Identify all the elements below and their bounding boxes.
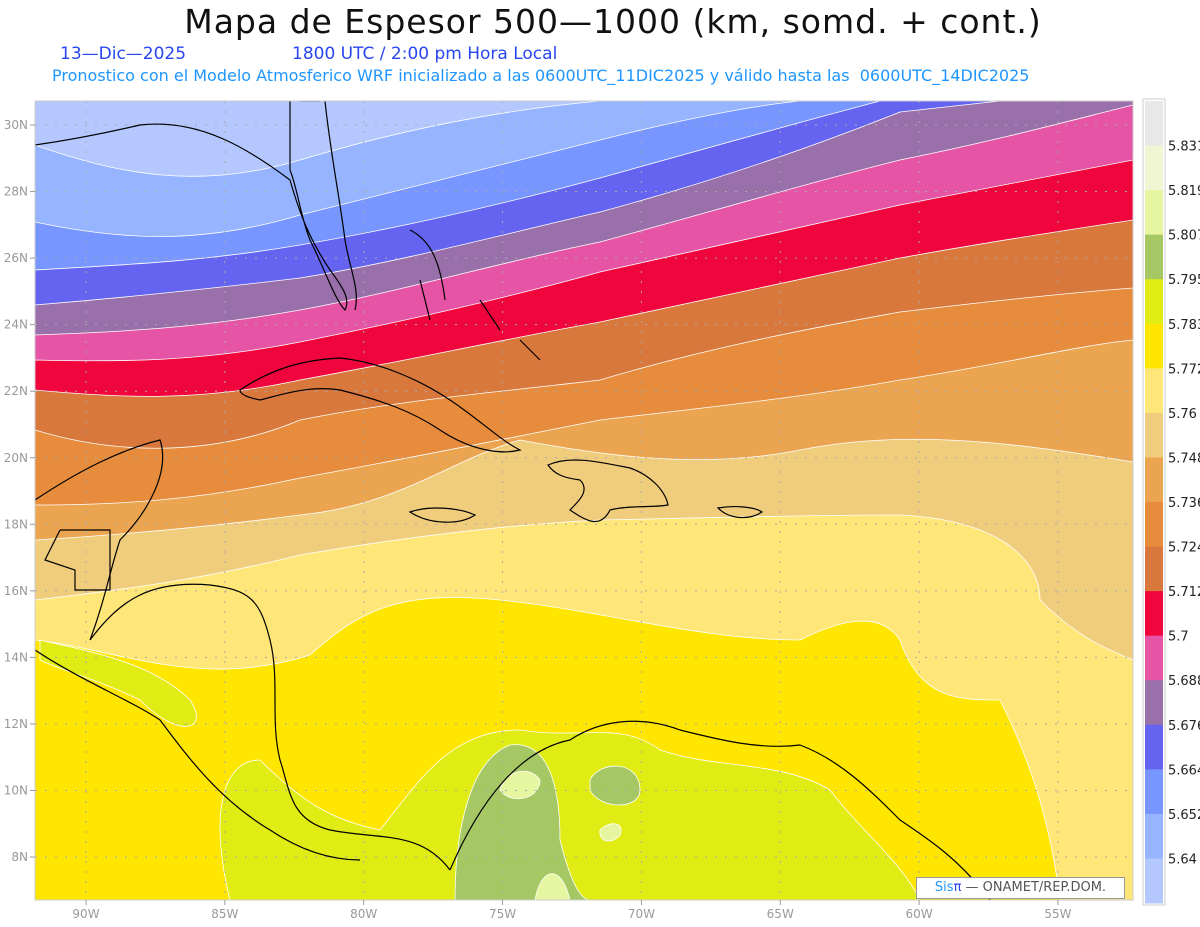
lat-label: 26N (4, 251, 28, 265)
colorbar-swatch (1145, 101, 1163, 147)
credit-box: Sisπ — ONAMET/REP.DOM. (916, 877, 1125, 899)
lat-label: 22N (4, 384, 28, 398)
colorbar-label: 5.664 (1168, 763, 1200, 778)
lon-label: 55W (1044, 907, 1071, 921)
colorbar: 5.831 5.819 5.807 5.795 5.783 5.772 5.76 5.748 5… (1142, 98, 1200, 906)
colorbar-label: 5.712 (1168, 585, 1200, 600)
colorbar-label: 5.676 (1168, 719, 1200, 734)
coast-puerto-rico (716, 506, 764, 519)
map-frame (34, 100, 1134, 901)
lon-label: 60W (906, 907, 933, 921)
colorbar-label: 5.688 (1168, 674, 1200, 689)
forecast-time: 1800 UTC / 2:00 pm Hora Local (292, 44, 558, 64)
colorbar-swatch (1145, 502, 1163, 548)
coast-cuba (239, 357, 522, 453)
colorbar-label: 5.652 (1168, 808, 1200, 823)
lat-label: 14N (4, 650, 28, 664)
map-title: Mapa de Espesor 500—1000 (km, somd. + co… (184, 2, 1042, 41)
coast-yucatan-central-america (35, 439, 451, 871)
coast-hispaniola (547, 459, 669, 523)
band-5.795-west (39, 639, 197, 727)
colorbar-swatch (1145, 234, 1163, 280)
lon-label: 85W (211, 907, 238, 921)
lat-label: 16N (4, 584, 28, 598)
coast-south-america (449, 720, 991, 900)
credit-text: — ONAMET/REP.DOM. (965, 880, 1107, 895)
colorbar-label: 5.772 (1168, 362, 1200, 377)
border-mexico (44, 529, 111, 591)
lon-label: 65W (767, 907, 794, 921)
coast-gulf-florida (35, 101, 357, 312)
colorbar-label: 5.807 (1168, 229, 1200, 244)
colorbar-swatch (1145, 635, 1163, 681)
forecast-date: 13—Dic—2025 (60, 44, 187, 64)
lat-label: 8N (11, 850, 28, 864)
colorbar-label: 5.795 (1168, 273, 1200, 288)
colorbar-swatch (1145, 591, 1163, 637)
colorbar-swatch (1145, 769, 1163, 815)
coast-bahamas (409, 229, 541, 361)
colorbar-swatch (1145, 813, 1163, 859)
colorbar-swatch (1145, 190, 1163, 236)
colorbar-swatch (1145, 279, 1163, 325)
thickness-field (35, 101, 1133, 900)
lon-label: 75W (489, 907, 516, 921)
lat-label: 30N (4, 118, 28, 132)
coastlines (35, 101, 991, 900)
lat-label: 28N (4, 185, 28, 199)
coast-jamaica (408, 507, 477, 523)
lat-label: 18N (4, 517, 28, 531)
latitude-labels: 30N 28N 26N 24N 22N 20N 18N 16N 14N 12N 10N 8N (4, 118, 35, 864)
colorbar-label: 5.819 (1168, 184, 1200, 199)
credit-pi: π (953, 880, 962, 895)
colorbar-swatch (1145, 145, 1163, 191)
colorbar-label: 5.7 (1168, 630, 1189, 645)
colorbar-swatch (1145, 858, 1163, 904)
colorbar-swatch (1145, 680, 1163, 726)
colorbar-label: 5.724 (1168, 541, 1200, 556)
colorbar-label: 5.76 (1168, 407, 1197, 422)
colorbar-label: 5.64 (1168, 852, 1197, 867)
credit-sis: Sis (934, 880, 954, 895)
colorbar-label: 5.736 (1168, 496, 1200, 511)
colorbar-label: 5.748 (1168, 451, 1200, 466)
colorbar-swatch (1145, 546, 1163, 592)
lon-label: 70W (628, 907, 655, 921)
colorbar-swatch (1145, 368, 1163, 414)
colorbar-label: 5.831 (1168, 140, 1200, 155)
colorbar-label: 5.783 (1168, 318, 1200, 333)
colorbar-swatch (1145, 724, 1163, 770)
lon-label: 90W (72, 907, 99, 921)
forecast-subtitle: Pronostico con el Modelo Atmosferico WRF… (52, 66, 1030, 85)
lat-label: 12N (4, 717, 28, 731)
longitude-labels: 90W 85W 80W 75W 70W 65W 60W 55W (72, 900, 1072, 921)
colorbar-swatch (1145, 323, 1163, 369)
lat-label: 24N (4, 318, 28, 332)
colorbar-swatch (1145, 457, 1163, 503)
colorbar-swatch (1145, 412, 1163, 458)
lat-label: 10N (4, 784, 28, 798)
lon-label: 80W (350, 907, 377, 921)
lat-label: 20N (4, 451, 28, 465)
